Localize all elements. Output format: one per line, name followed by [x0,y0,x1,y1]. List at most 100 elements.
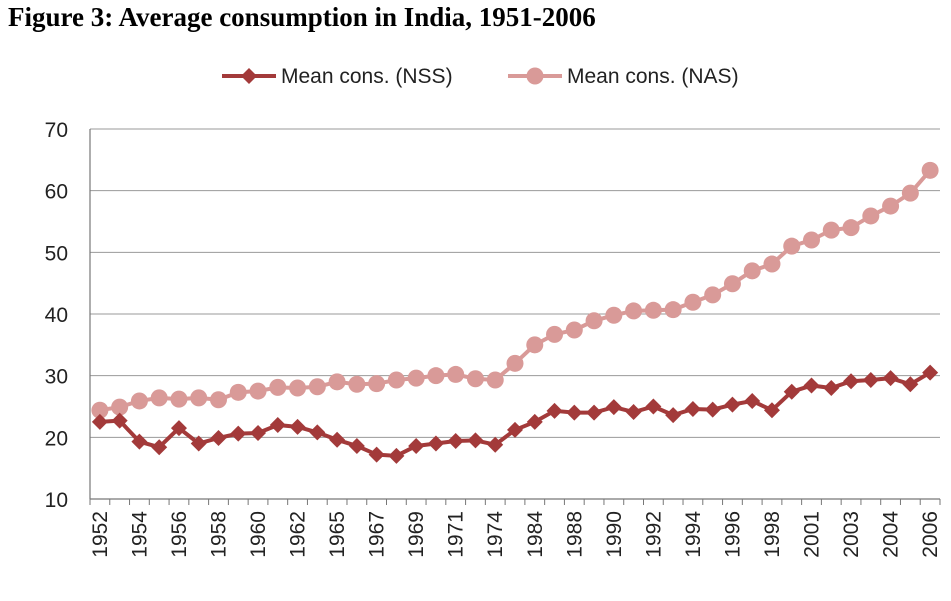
data-point [585,312,603,330]
data-point [565,321,583,339]
data-point [467,432,484,449]
data-point [842,219,860,237]
data-point [704,401,721,418]
data-point [447,433,464,450]
data-point [744,392,761,409]
data-point [823,380,840,396]
x-tick-label: 1971 [445,511,468,558]
x-tick-label: 1958 [207,511,230,558]
x-tick-label: 1960 [247,511,270,558]
data-point [210,429,227,446]
data-point [922,364,939,381]
y-tick-label: 60 [45,181,68,204]
data-point [229,383,247,401]
x-tick-label: 2004 [880,511,903,558]
data-point [368,375,386,393]
x-tick-label: 2001 [801,511,824,558]
legend-label: Mean cons. (NAS) [567,65,739,88]
data-point [822,221,840,239]
y-tick-label: 30 [45,366,68,389]
data-point [605,399,622,416]
legend-item-nas: Mean cons. (NAS) [508,65,739,88]
data-point [526,336,544,354]
data-point [388,447,405,464]
data-point [190,435,207,452]
x-tick-label: 1969 [405,511,428,558]
data-point [763,255,781,273]
series-nas [91,161,939,419]
data-point [407,369,425,387]
x-tick-label: 1974 [484,511,507,558]
data-point [190,389,208,407]
data-point [348,437,365,454]
data-point [763,402,780,419]
y-tick-label: 40 [45,304,68,327]
legend-marker [241,68,257,84]
data-point [803,231,821,249]
data-point [289,418,306,435]
x-tick-label: 1984 [524,511,547,558]
data-point [249,382,267,400]
data-point [724,396,741,413]
x-tick-label: 1956 [168,511,191,558]
data-point [269,378,287,396]
data-point [723,275,741,293]
series-group [91,161,939,464]
data-point [665,407,682,424]
data-point [151,439,168,456]
data-point [921,161,939,179]
data-point [684,400,701,417]
data-point [408,437,425,454]
x-tick-label: 2003 [840,511,863,558]
data-point [387,371,405,389]
data-point [427,367,445,385]
data-point [91,401,109,419]
data-point [487,436,504,453]
data-point [230,425,247,442]
data-point [329,431,346,448]
data-point [368,446,385,463]
data-point [546,402,563,419]
gridlines [90,128,940,438]
x-tick-label: 1994 [682,511,705,558]
data-point [882,197,900,215]
data-point [684,293,702,311]
legend-item-nss: Mean cons. (NSS) [222,65,453,88]
x-tick-label: 2006 [919,511,942,558]
data-point [882,370,899,387]
y-tick-label: 70 [45,119,68,142]
data-point [328,373,346,391]
y-tick-label: 50 [45,242,68,265]
data-point [625,404,642,421]
data-point [309,424,326,441]
data-point [348,375,366,393]
data-point [783,383,800,400]
data-point [170,390,188,408]
x-tick-label: 1996 [721,511,744,558]
data-point [645,398,662,415]
series-nss [91,364,939,464]
data-point [743,262,761,280]
data-point [664,301,682,319]
data-point [111,398,129,416]
legend-marker [526,67,544,85]
data-point [289,379,307,397]
x-tick-label: 1962 [287,511,310,558]
data-point [546,325,564,343]
data-point [902,376,919,393]
y-tick-label: 20 [45,427,68,450]
x-tick-label: 1967 [366,511,389,558]
data-point [130,392,148,410]
x-tick-label: 1954 [128,511,151,558]
axes: 10 20 30 40 50 60 70 1952 1954 1956 1958 1960 1962 19… [45,119,942,558]
x-tick-label: 1965 [326,511,349,558]
data-point [150,389,168,407]
data-point [170,420,187,437]
data-point [605,306,623,324]
data-point [111,412,128,429]
legend-label: Mean cons. (NSS) [281,65,453,88]
data-point [862,207,880,225]
x-tick-label: 1998 [761,511,784,558]
data-point [586,404,603,421]
